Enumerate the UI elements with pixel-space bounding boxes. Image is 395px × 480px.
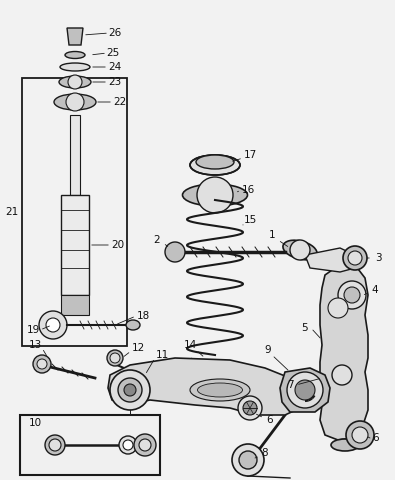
Ellipse shape — [60, 63, 90, 71]
Circle shape — [118, 378, 142, 402]
Text: 17: 17 — [243, 150, 257, 160]
Circle shape — [66, 93, 84, 111]
Circle shape — [295, 380, 315, 400]
Text: 5: 5 — [302, 323, 308, 333]
Text: 24: 24 — [108, 62, 122, 72]
Text: 11: 11 — [155, 350, 169, 360]
Bar — [70, 115, 80, 195]
Circle shape — [37, 359, 47, 369]
Circle shape — [197, 177, 233, 213]
Text: 6: 6 — [373, 433, 379, 443]
Circle shape — [232, 444, 264, 476]
Circle shape — [238, 396, 262, 420]
Circle shape — [338, 281, 366, 309]
Ellipse shape — [65, 51, 85, 59]
Circle shape — [243, 401, 257, 415]
Ellipse shape — [196, 155, 234, 169]
Text: 10: 10 — [28, 418, 41, 428]
Circle shape — [239, 451, 257, 469]
Ellipse shape — [59, 76, 91, 88]
Bar — [22, 78, 127, 346]
Text: 12: 12 — [132, 343, 145, 353]
Circle shape — [287, 372, 323, 408]
Polygon shape — [280, 368, 330, 412]
Text: 1: 1 — [269, 230, 275, 240]
Bar — [61, 195, 89, 295]
Circle shape — [110, 370, 150, 410]
Circle shape — [134, 434, 156, 456]
Polygon shape — [320, 265, 368, 440]
Circle shape — [165, 242, 185, 262]
Text: 13: 13 — [28, 340, 41, 350]
Circle shape — [110, 353, 120, 363]
Text: 2: 2 — [154, 235, 160, 245]
Circle shape — [49, 439, 61, 451]
Circle shape — [332, 365, 352, 385]
Circle shape — [343, 246, 367, 270]
Polygon shape — [305, 248, 355, 272]
Ellipse shape — [283, 240, 317, 260]
Text: 26: 26 — [108, 28, 122, 38]
Text: 15: 15 — [243, 215, 257, 225]
Text: 4: 4 — [372, 285, 378, 295]
Circle shape — [107, 350, 123, 366]
Text: 19: 19 — [26, 325, 40, 335]
Polygon shape — [67, 28, 83, 45]
Text: 21: 21 — [6, 207, 19, 217]
Circle shape — [348, 251, 362, 265]
Ellipse shape — [182, 184, 248, 206]
Text: 7: 7 — [287, 380, 293, 390]
Text: 18: 18 — [136, 311, 150, 321]
Circle shape — [68, 75, 82, 89]
Circle shape — [124, 384, 136, 396]
Bar — [61, 295, 89, 315]
Bar — [20, 415, 160, 475]
Text: 9: 9 — [265, 345, 271, 355]
Circle shape — [344, 287, 360, 303]
Text: 25: 25 — [106, 48, 120, 58]
Circle shape — [346, 421, 374, 449]
Circle shape — [123, 440, 133, 450]
Ellipse shape — [54, 94, 96, 110]
Ellipse shape — [126, 320, 140, 330]
Text: 6: 6 — [267, 415, 273, 425]
Circle shape — [352, 427, 368, 443]
Circle shape — [328, 298, 348, 318]
Text: 16: 16 — [241, 185, 255, 195]
Ellipse shape — [190, 155, 240, 175]
Circle shape — [46, 318, 60, 332]
Circle shape — [139, 439, 151, 451]
Ellipse shape — [198, 383, 243, 397]
Text: 14: 14 — [183, 340, 197, 350]
Text: 3: 3 — [375, 253, 381, 263]
Ellipse shape — [331, 439, 359, 451]
Circle shape — [290, 240, 310, 260]
Text: 23: 23 — [108, 77, 122, 87]
Text: 20: 20 — [111, 240, 124, 250]
Circle shape — [119, 436, 137, 454]
Text: 8: 8 — [261, 448, 268, 458]
Circle shape — [39, 311, 67, 339]
Circle shape — [45, 435, 65, 455]
Text: 22: 22 — [113, 97, 127, 107]
Ellipse shape — [190, 379, 250, 401]
Circle shape — [33, 355, 51, 373]
Polygon shape — [108, 358, 305, 415]
